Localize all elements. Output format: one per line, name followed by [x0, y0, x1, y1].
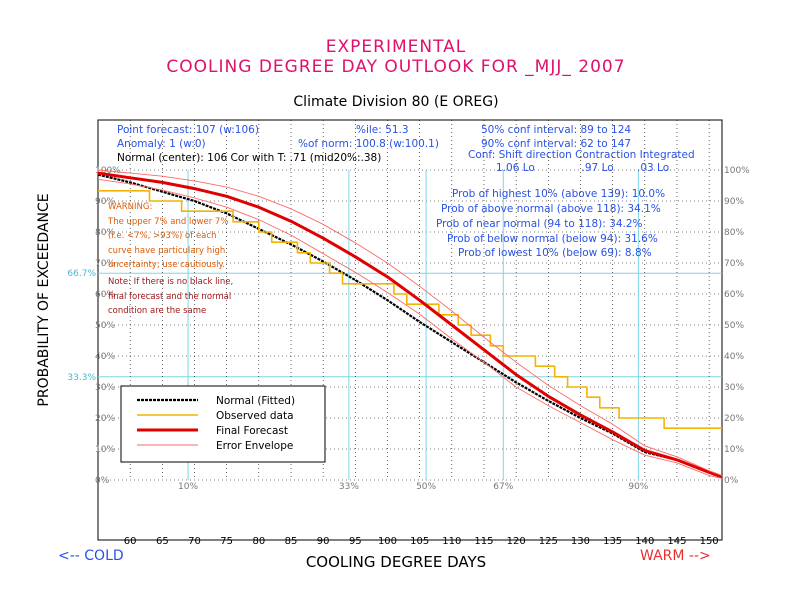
- x-tick-label: 120: [507, 536, 526, 547]
- warning-note: WARNING: The upper 7% and lower 7% (i.e.…: [108, 200, 228, 273]
- y-tick-label-left: 40%: [95, 352, 115, 362]
- series-final-forecast: [97, 171, 723, 479]
- y-axis-label: PROBABILITY OF EXCEEDANCE: [36, 193, 52, 407]
- prob-near-text: Prob of near normal (94 to 118): 34.2%: [436, 218, 643, 230]
- legend-entry-label: Normal (Fitted): [216, 395, 295, 407]
- anomaly-text: Anomaly: 1 (w:0): [117, 138, 206, 150]
- y-tick-label-right: 80%: [724, 228, 744, 238]
- y-tick-label-right: 90%: [724, 197, 744, 207]
- y-tick-label-right: 10%: [724, 445, 744, 455]
- y-tick-label-left: 90%: [95, 197, 115, 207]
- conf90-text: 90% conf interval: 62 to 147: [481, 138, 632, 150]
- y-tick-label-right: 100%: [724, 166, 750, 176]
- x-tick-label: 95: [349, 536, 362, 547]
- prob-below-text: Prob of below normal (below 94): 31.6%: [447, 233, 658, 245]
- conf-header-text: Conf: Shift direction Contraction Integr…: [468, 149, 695, 161]
- chart-title-line2: COOLING DEGREE DAY OUTLOOK FOR _MJJ_ 200…: [166, 57, 626, 77]
- x-tick-label: 115: [474, 536, 493, 547]
- y-tick-label-right: 0%: [724, 476, 739, 486]
- conf50-text: 50% conf interval: 89 to 124: [481, 124, 632, 136]
- y-tick-label-right: 40%: [724, 352, 744, 362]
- y-tick-label-right: 50%: [724, 321, 744, 331]
- x-tick-label: 105: [410, 536, 429, 547]
- x-tick-label: 75: [220, 536, 233, 547]
- prob-highest-text: Prob of highest 10% (above 139): 10.0%: [452, 188, 666, 200]
- x-tick-label: 140: [635, 536, 654, 547]
- quantile-label: 67%: [493, 482, 513, 492]
- cold-direction-label: <-- COLD: [58, 548, 124, 564]
- quantile-label: 33%: [339, 482, 359, 492]
- tercile-label: 66.7%: [67, 269, 96, 279]
- y-tick-label-left: 0%: [95, 476, 110, 486]
- warning-line: The upper 7% and lower 7%: [108, 216, 229, 227]
- y-tick-label-left: 80%: [95, 228, 115, 238]
- point-forecast-text: Point forecast: 107 (w:106): [117, 124, 259, 136]
- chart-subtitle: Climate Division 80 (E OREG): [293, 94, 499, 110]
- x-tick-label: 145: [667, 536, 686, 547]
- y-tick-label-right: 30%: [724, 383, 744, 393]
- x-tick-label: 80: [252, 536, 265, 547]
- percentile-text: %ile: 51.3: [356, 124, 409, 136]
- legend-entry-label: Observed data: [216, 410, 294, 422]
- series-observed-data: [98, 190, 722, 429]
- y-tick-label-right: 20%: [724, 414, 744, 424]
- warning-line: uncertainty; use cautiously.: [108, 260, 225, 270]
- normal-center-text: Normal (center): 106 Cor with T: .71 (mi…: [117, 152, 382, 164]
- pct-normal-text: %of norm: 100.8 (w:100.1): [298, 138, 439, 150]
- note-line: final forecast and the normal: [108, 291, 232, 302]
- note-line: condition are the same: [108, 306, 207, 316]
- x-tick-label: 110: [442, 536, 461, 547]
- warm-direction-label: WARM -->: [640, 548, 711, 564]
- x-tick-label: 90: [317, 536, 330, 547]
- tercile-label: 33.3%: [67, 373, 96, 383]
- warning-line: WARNING:: [108, 202, 153, 212]
- y-tick-label-left: 20%: [95, 414, 115, 424]
- x-axis-label: COOLING DEGREE DAYS: [305, 553, 487, 571]
- y-tick-label-left: 50%: [95, 321, 115, 331]
- plot-frame: [97, 119, 723, 541]
- y-tick-label-left: 10%: [95, 445, 115, 455]
- quantile-label: 50%: [416, 482, 436, 492]
- prob-above-text: Prob of above normal (above 118): 34.1%: [441, 203, 661, 215]
- quantile-label: 10%: [178, 482, 198, 492]
- series-error-envelope: [97, 169, 723, 476]
- y-tick-label-right: 60%: [724, 290, 744, 300]
- x-tick-label: 70: [188, 536, 201, 547]
- black-line-note: Note: If there is no black line, final f…: [108, 275, 233, 319]
- x-tick-label: 60: [124, 536, 137, 547]
- chart-title-line1: EXPERIMENTAL: [325, 37, 467, 57]
- y-tick-label-left: 60%: [95, 290, 115, 300]
- warning-line: curve have particulary high: [108, 245, 226, 256]
- note-line: Note: If there is no black line,: [108, 277, 234, 287]
- y-tick-label-left: 30%: [95, 383, 115, 393]
- prob-lowest-text: Prob of lowest 10% (below 69): 8.8%: [458, 247, 652, 259]
- x-tick-label: 85: [285, 536, 298, 547]
- x-tick-label: 100: [378, 536, 397, 547]
- legend-box: [120, 385, 326, 463]
- conf-values-text: 1.06 Lo .97 Lo .03 Lo: [496, 162, 670, 174]
- quantile-label: 90%: [628, 482, 648, 492]
- legend-entry-label: Final Forecast: [216, 425, 288, 437]
- series-error-envelope: [97, 178, 723, 479]
- legend-entry-label: Error Envelope: [216, 440, 293, 452]
- x-tick-label: 135: [603, 536, 622, 547]
- x-tick-label: 130: [571, 536, 590, 547]
- warning-line: (i.e. <7%, >93%) of each: [108, 231, 217, 241]
- y-tick-label-right: 70%: [724, 259, 744, 269]
- y-tick-label-left: 70%: [95, 259, 115, 269]
- x-tick-label: 65: [156, 536, 169, 547]
- x-tick-label: 150: [700, 536, 719, 547]
- x-tick-label: 125: [539, 536, 558, 547]
